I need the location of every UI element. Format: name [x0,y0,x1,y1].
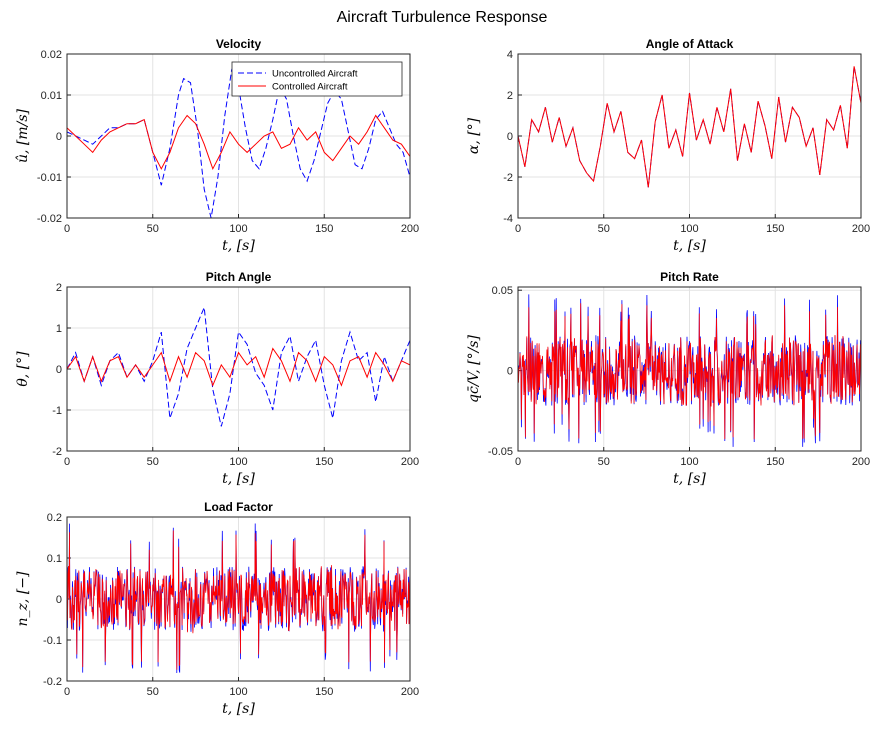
tick-label-y: 0.01 [41,90,62,102]
tick-label-x: 200 [401,223,419,235]
tick-label-x: 150 [315,686,333,698]
tick-label-x: 50 [147,456,159,468]
tick-label-y: 0.2 [47,512,62,524]
series-line-1 [67,347,410,387]
tick-label-x: 100 [680,223,698,235]
subplot-0: 0 50 100 150 200 -0.02 -0.01 0 0.01 0.02 Velocity t… [15,37,419,254]
x-axis-label: t, [s] [222,701,255,717]
tick-label-x: 100 [229,686,247,698]
series-group [67,68,410,218]
x-axis-label: t, [s] [222,238,255,254]
axes-frame [517,53,862,219]
tick-label-y: 0 [507,366,513,378]
series-line-1 [518,303,861,440]
tick-label-x: 0 [515,456,521,468]
tick-label-y: -0.02 [37,213,62,225]
tick-label-x: 50 [147,223,159,235]
subplot-title: Load Factor [204,500,273,514]
tick-label-x: 100 [229,223,247,235]
subplot-title: Velocity [216,37,262,51]
tick-label-x: 50 [598,223,610,235]
tick-label-y: -0.2 [43,676,62,688]
legend-entry: Controlled Aircraft [272,82,348,93]
series-group [518,294,861,447]
tick-label-y: -4 [503,213,513,225]
legend: Uncontrolled Aircraft Controlled Aircraft [231,61,403,97]
y-axis-label: θ, [°] [15,351,31,387]
tick-label-x: 200 [401,686,419,698]
tick-label-y: -0.1 [43,635,62,647]
tick-label-x: 0 [64,223,70,235]
subplot-1: 0 50 100 150 200 -4 -2 0 2 4 Angle of Attack t, [s]… [466,37,870,254]
tick-label-x: 0 [64,456,70,468]
tick-label-y: 4 [507,49,513,61]
series-line-1 [518,66,861,188]
tick-label-y: 0.05 [492,285,513,297]
tick-label-x: 0 [64,686,70,698]
subplot-title: Pitch Rate [660,270,719,284]
tick-label-y: 0.1 [47,553,62,565]
series-line-1 [67,530,410,670]
tick-label-y: -0.05 [488,446,513,458]
tick-label-x: 100 [680,456,698,468]
subplot-title: Angle of Attack [646,37,734,51]
tick-label-x: 150 [766,456,784,468]
tick-label-x: 200 [401,456,419,468]
tick-label-y: -2 [503,172,513,184]
subplot-2: 0 50 100 150 200 -2 -1 0 1 2 Pitch Angle t, [s] θ, [… [15,270,419,487]
series-group [518,66,861,188]
tick-label-x: 150 [766,223,784,235]
tick-label-x: 50 [598,456,610,468]
series-group [67,523,410,674]
tick-label-x: 50 [147,686,159,698]
tick-label-y: -2 [52,446,62,458]
series-group [67,307,410,427]
legend-box [231,61,403,97]
tick-label-x: 150 [315,223,333,235]
tick-label-x: 100 [229,456,247,468]
axes-frame [517,286,862,452]
tick-label-y: 0 [56,131,62,143]
tick-label-y: 0 [56,364,62,376]
tick-label-y: -0.01 [37,172,62,184]
x-axis-label: t, [s] [673,471,706,487]
tick-label-x: 0 [515,223,521,235]
tick-label-y: 1 [56,323,62,335]
y-axis-label: qc̄/V, [°/s] [466,335,482,403]
figure-title: Aircraft Turbulence Response [337,9,548,26]
tick-label-x: 150 [315,456,333,468]
tick-label-x: 200 [852,456,870,468]
x-axis-label: t, [s] [222,471,255,487]
legend-entry: Uncontrolled Aircraft [272,69,358,80]
tick-label-y: 0.02 [41,49,62,61]
y-axis-label: α, [°] [466,117,482,154]
y-axis-label: n_z, [−] [15,571,31,626]
axes-frame [66,286,411,452]
y-axis-label: û, [m/s] [15,108,31,163]
subplot-4: 0 50 100 150 200 -0.2 -0.1 0 0.1 0.2 Load Factor t,… [15,500,419,717]
axes-frame [66,516,411,682]
tick-label-y: 0 [507,131,513,143]
tick-label-y: 2 [56,282,62,294]
series-line-1 [67,114,410,171]
subplot-title: Pitch Angle [206,270,272,284]
x-axis-label: t, [s] [673,238,706,254]
tick-label-x: 200 [852,223,870,235]
tick-label-y: 0 [56,594,62,606]
axes-frame [66,53,411,219]
tick-label-y: -1 [52,405,62,417]
tick-label-y: 2 [507,90,513,102]
